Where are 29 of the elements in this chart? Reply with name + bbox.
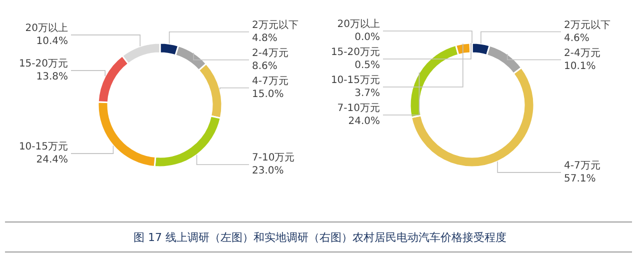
data-label: 3.7% [354,88,380,99]
data-label: 15.0% [252,88,284,100]
data-label: 24.4% [36,154,68,166]
slice-label: 2万元以下 [564,18,610,31]
data-label: 10.1% [564,60,596,72]
slice-label: 4-7万元 [564,160,600,172]
data-label: 4.6% [564,32,590,44]
slice-label: 10-15万元 [330,75,380,86]
slice-label: 4-7万元 [252,76,288,87]
slice-label: 10-15万元 [18,142,68,153]
data-label: 57.1% [564,173,596,184]
data-label: 8.6% [252,60,278,72]
category-label: 20万以上 [337,19,380,30]
slice-label: 7-10万元 [252,152,295,164]
data-label: 10.4% [36,36,68,47]
slice-label: 2-4万元 [252,48,288,59]
slice-label: 15-20万元 [18,58,68,70]
slice-label: 15-20万元 [330,47,380,58]
slice-label: 20万以上 [25,22,68,34]
data-label: 13.8% [36,72,68,83]
slice-label: 2万元以下 [252,18,298,31]
text: 图 17 线上调研（左图）和实地调研（右图）农村居民电动汽车价格接受程度 [134,231,506,244]
data-label: 4.8% [252,32,278,44]
slice-label: 2-4万元 [564,48,600,59]
slice-label: 7-10万元 [337,103,380,114]
data-label: 23.0% [252,166,284,177]
data-label: 24.0% [348,116,380,127]
data-label: 0.5% [354,60,380,71]
text: 0.0% [354,32,380,43]
